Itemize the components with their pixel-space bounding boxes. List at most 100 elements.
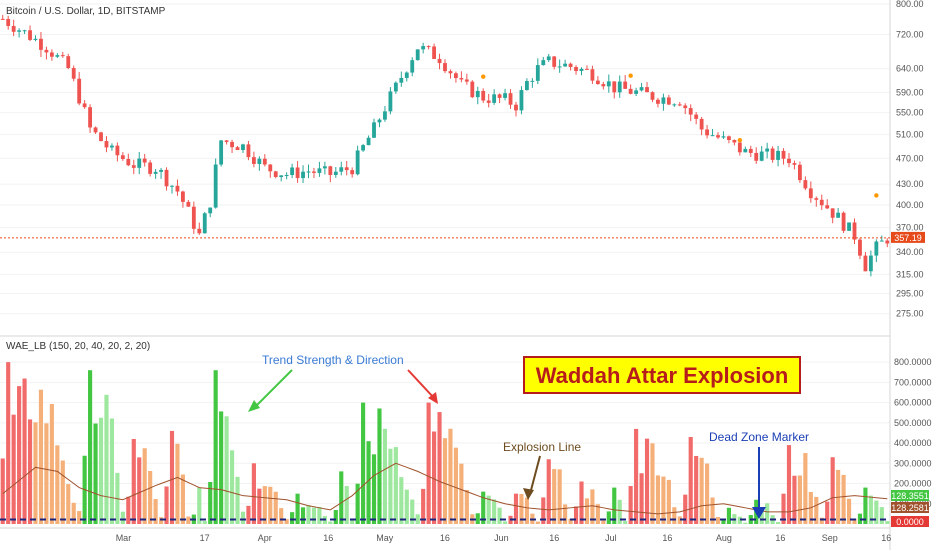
candle-body (383, 111, 387, 120)
candle-body (437, 58, 442, 64)
time-axis[interactable]: Mar17Apr16May16Jun16Jul16Aug16Sep16Oct (116, 533, 932, 543)
wae-bar (464, 489, 469, 524)
candle-body (519, 90, 524, 111)
candle-body (819, 199, 824, 206)
signal-dots (481, 73, 879, 198)
wae-bar (606, 511, 611, 524)
candle-body (885, 240, 890, 244)
wae-bar (541, 497, 546, 524)
wae-bar (721, 519, 726, 524)
wae-bar (164, 486, 169, 524)
price-tick-label: 720.00 (896, 30, 924, 40)
signal-dot (481, 74, 486, 79)
candle-body (410, 60, 415, 73)
wae-bar (743, 522, 748, 524)
candle-body (421, 46, 426, 50)
candle-body (224, 140, 229, 142)
candle-body (191, 206, 196, 229)
wae-bar (120, 511, 125, 524)
candle-body (770, 148, 775, 160)
candle-body (699, 118, 704, 130)
wae-badges: 128.3551 128.2581 0.0000 (891, 490, 929, 527)
candle-body (66, 56, 71, 69)
wae-bar (546, 459, 551, 524)
candle-body (393, 82, 398, 92)
candle-body (306, 171, 311, 173)
candle-body (721, 136, 726, 138)
candle-body (443, 63, 447, 72)
wae-bar (672, 507, 677, 524)
candle-body (350, 170, 355, 175)
candle-body (153, 171, 158, 174)
candle-body (246, 144, 251, 158)
wae-bar (262, 486, 267, 524)
annotation-explosion: Explosion Line (503, 440, 581, 454)
candle-body (251, 157, 256, 164)
wae-bar (868, 495, 873, 524)
wae-bar (644, 438, 650, 524)
candle-body (776, 150, 780, 160)
candle-body (530, 80, 535, 82)
candle-body (814, 198, 819, 200)
wae-bar (11, 414, 16, 524)
candle-body (852, 222, 857, 240)
wae-bar (186, 516, 191, 524)
wae-bar (17, 386, 22, 524)
candle-body (481, 90, 486, 101)
wae-bar (475, 513, 480, 524)
price-tick-label: 400.00 (896, 200, 924, 210)
wae-bar (759, 508, 764, 524)
time-tick-label: 16 (775, 533, 785, 543)
wae-tick-label: 500.0000 (894, 418, 932, 428)
wae-bar (623, 521, 628, 524)
candle-body (524, 81, 529, 91)
candle-body (175, 185, 180, 192)
wae-bar (584, 498, 590, 524)
wae-bar (852, 518, 857, 524)
candle-body (257, 158, 262, 164)
candle-body (475, 90, 480, 98)
candle-body (765, 148, 770, 152)
wae-bar (715, 517, 721, 524)
time-tick-label: Jul (605, 533, 617, 543)
wae-bar (38, 389, 44, 524)
candle-body (77, 78, 82, 104)
banner-text: Waddah Attar Explosion (536, 363, 789, 388)
candle-body (759, 151, 764, 161)
wae-axis[interactable]: 800.0000 700.0000 600.0000 500.0000 400.0000… (894, 357, 932, 509)
signal-dot (874, 193, 879, 198)
candle-body (623, 81, 628, 89)
candle-body (645, 87, 649, 93)
candle-body (142, 158, 147, 163)
wae-bar (290, 512, 295, 524)
candle-body (366, 137, 371, 146)
candle-body (88, 107, 93, 128)
candle-body (181, 191, 185, 202)
candle-body (93, 127, 98, 133)
candle-body (863, 255, 868, 272)
candle-body (104, 141, 109, 148)
wae-bar (486, 495, 491, 524)
candle-body (710, 135, 715, 137)
candle-body (273, 171, 278, 177)
wae-bar (366, 441, 371, 524)
wae-bar (44, 423, 49, 524)
candle-body (328, 166, 333, 175)
candle-body (557, 66, 562, 68)
candle-body (808, 188, 813, 199)
candle-body (202, 213, 207, 234)
wae-bar (841, 474, 846, 524)
candle-body (606, 81, 611, 87)
candle-body (508, 93, 513, 105)
wae-bar (66, 484, 71, 524)
last-price-badge: 357.19 (891, 231, 925, 243)
candle-body (241, 144, 245, 151)
wae-bar (683, 494, 688, 524)
wae-bar (213, 370, 218, 524)
price-axis[interactable]: 800.00 720.00 640.00 590.00 550.00 510.00 470.… (896, 0, 924, 319)
candle-body (344, 167, 349, 171)
candle-body (404, 72, 409, 78)
annotation-deadzone: Dead Zone Marker (709, 430, 809, 444)
candles-layer[interactable] (0, 14, 890, 277)
